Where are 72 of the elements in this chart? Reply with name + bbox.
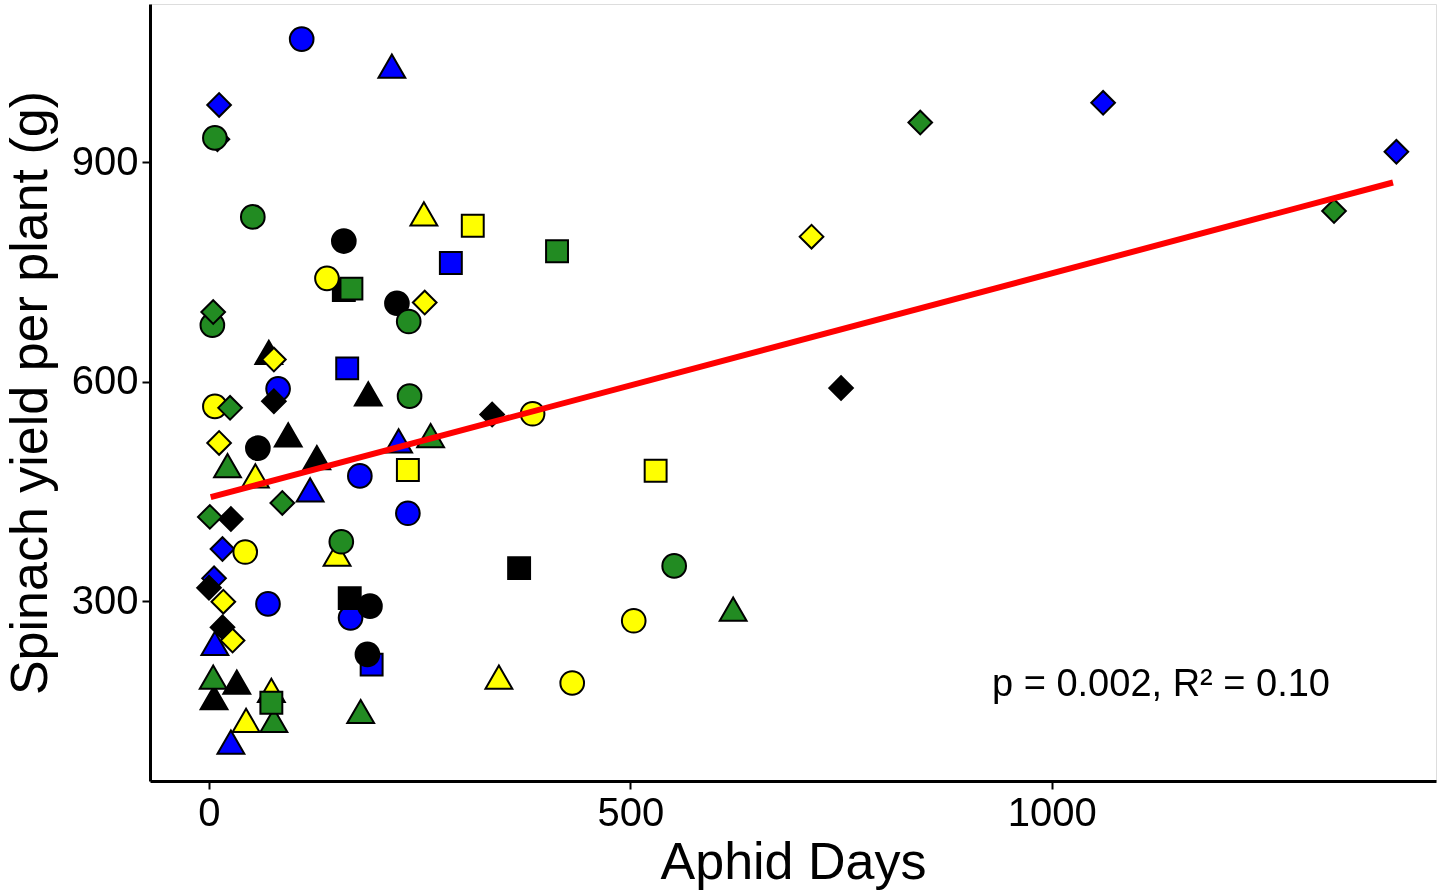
point <box>559 670 586 696</box>
point <box>395 458 420 483</box>
point <box>198 664 228 690</box>
point <box>231 707 261 733</box>
point <box>217 395 243 421</box>
point <box>828 375 854 401</box>
point <box>222 669 252 695</box>
point <box>337 586 362 611</box>
point <box>273 422 303 448</box>
point <box>718 596 748 622</box>
point <box>661 553 688 579</box>
x-tick-label: 500 <box>597 789 665 834</box>
point <box>1383 138 1410 165</box>
point <box>335 356 360 381</box>
point <box>643 458 668 483</box>
point <box>620 607 647 634</box>
point <box>200 299 227 325</box>
x-tick-label: 0 <box>198 789 221 834</box>
point <box>216 729 246 755</box>
x-tick-label: 1000 <box>1007 789 1097 834</box>
y-tick-label: 300 <box>71 577 139 622</box>
point <box>197 504 223 530</box>
point <box>269 490 296 516</box>
point <box>347 463 373 489</box>
point <box>213 453 242 479</box>
point <box>261 388 287 415</box>
point <box>261 346 287 373</box>
point <box>460 213 485 238</box>
point <box>259 690 284 715</box>
point <box>354 641 381 668</box>
point <box>210 588 237 615</box>
point <box>357 593 383 619</box>
point <box>395 308 422 335</box>
point <box>395 500 421 527</box>
point <box>209 614 236 641</box>
point <box>200 630 230 657</box>
point <box>232 539 259 565</box>
point <box>219 627 246 654</box>
point <box>396 383 423 409</box>
point <box>907 109 934 136</box>
annotation: p = 0.002, R² = 0.10 <box>991 662 1330 704</box>
point <box>295 477 325 503</box>
point <box>411 289 438 316</box>
point <box>384 290 410 317</box>
point <box>484 664 514 690</box>
point <box>353 381 383 407</box>
point <box>245 435 271 461</box>
point <box>1090 89 1116 116</box>
point <box>196 575 222 601</box>
y-axis-title: Spinach yield per plant (g) <box>0 90 58 696</box>
point <box>239 204 266 230</box>
point <box>218 506 244 532</box>
x-axis-title: Aphid Days <box>660 831 927 890</box>
point <box>255 591 281 617</box>
point <box>1321 198 1347 224</box>
point <box>545 239 569 264</box>
y-tick-label: 900 <box>71 138 139 183</box>
point <box>346 698 376 725</box>
point <box>798 223 825 250</box>
y-tick-label: 600 <box>71 358 139 403</box>
point <box>339 276 364 301</box>
point <box>507 556 532 581</box>
point <box>377 53 407 79</box>
point <box>206 92 232 118</box>
point <box>328 528 355 555</box>
point <box>314 265 340 292</box>
point <box>206 430 232 456</box>
point <box>209 536 236 562</box>
point <box>409 201 439 227</box>
point <box>330 228 357 254</box>
point <box>288 26 315 52</box>
point <box>438 251 463 275</box>
